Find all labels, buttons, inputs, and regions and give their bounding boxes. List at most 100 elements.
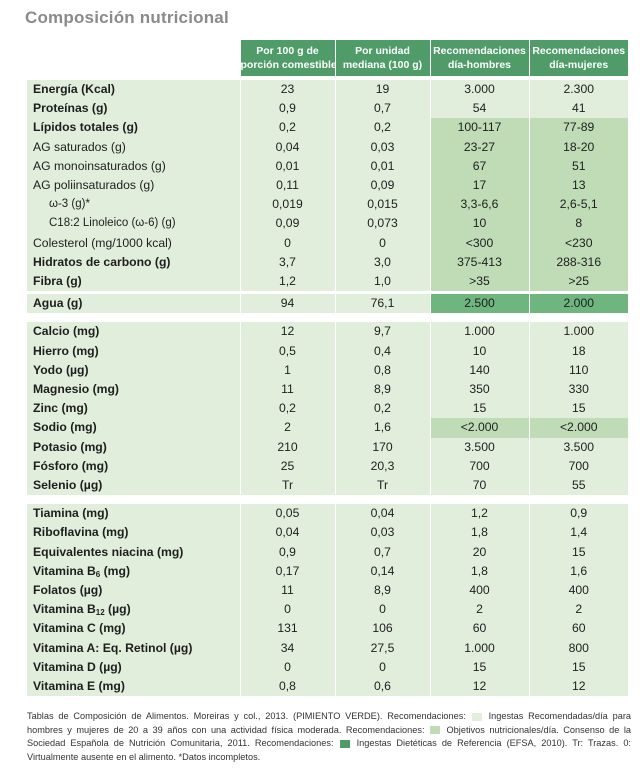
table-row-vitamina-e-mg: Vitamina E (mg) 0,8 0,6 12 12 [27, 677, 628, 697]
value-per-100g: 11 [239, 581, 335, 601]
value-rec-men: 10 [429, 214, 529, 234]
table-row-agua-g: Agua (g) 94 76,1 2.500 2.000 [27, 291, 628, 318]
nutrient-name: Vitamina D (µg) [27, 657, 240, 678]
value-rec-men: 12 [429, 677, 529, 697]
value-rec-men: 1.000 [429, 313, 529, 342]
nutrient-name: Fibra (g) [27, 272, 240, 293]
value-rec-women: 41 [528, 99, 628, 119]
table-row-vitamina-c-mg: Vitamina C (mg) 131 106 60 60 [27, 619, 628, 639]
value-per-unit: 8,9 [334, 581, 430, 601]
value-per-unit: 8,9 [334, 380, 430, 400]
value-rec-women: 1.000 [528, 313, 628, 342]
table-row-c18-2-linoleico-6-g: C18:2 Linoleico (ω-6) (g) 0,09 0,073 10 8 [27, 214, 628, 234]
value-rec-men: 3.500 [429, 437, 529, 457]
value-per-unit: 106 [334, 619, 430, 639]
value-rec-women: 0,9 [528, 495, 628, 524]
value-rec-men: 70 [429, 476, 529, 500]
value-rec-men: 15 [429, 657, 529, 678]
table-row-tiamina-mg: Tiamina (mg) 0,05 0,04 1,2 0,9 [27, 495, 628, 524]
value-rec-men: <300 [429, 233, 529, 253]
value-per-100g: 0,9 [239, 542, 335, 562]
nutrient-name: Potasio (mg) [27, 437, 240, 457]
value-rec-women: 60 [528, 619, 628, 639]
value-rec-men: 2 [429, 600, 529, 620]
value-per-100g: 0,04 [239, 137, 335, 157]
value-per-100g: 1,2 [239, 272, 335, 293]
value-rec-men: 23-27 [429, 137, 529, 157]
nutrient-name: Calcio (mg) [27, 313, 240, 342]
value-rec-men: 1,2 [429, 495, 529, 524]
value-rec-women: 3.500 [528, 437, 628, 457]
value-rec-men: 140 [429, 360, 529, 381]
value-per-unit: 0,7 [334, 99, 430, 119]
value-rec-men: 350 [429, 380, 529, 400]
table-row-vitamina-d-g: Vitamina D (µg) 0 0 15 15 [27, 657, 628, 678]
value-rec-women: 12 [528, 677, 628, 697]
header-blank [27, 40, 240, 78]
value-per-100g: 0,11 [239, 176, 335, 196]
value-per-unit: 0,03 [334, 137, 430, 157]
value-per-100g: Tr [239, 476, 335, 500]
nutrient-name: Vitamina C (mg) [27, 619, 240, 639]
value-rec-men: 375-413 [429, 252, 529, 273]
value-rec-women: 1,4 [528, 523, 628, 543]
table-row-fibra-g: Fibra (g) 1,2 1,0 >35 >25 [27, 272, 628, 293]
nutrient-name: AG saturados (g) [27, 137, 240, 157]
value-per-unit: 170 [334, 437, 430, 457]
nutrient-name: Tiamina (mg) [27, 495, 240, 524]
legend-swatch-ingestas [471, 712, 482, 721]
value-per-unit: Tr [334, 476, 430, 500]
value-rec-women: 110 [528, 360, 628, 381]
value-per-100g: 0,05 [239, 495, 335, 524]
table-row-vitamina-b6: Vitamina B6 (mg) 0,17 0,14 1,8 1,6 [27, 561, 628, 582]
value-rec-men: 54 [429, 99, 529, 119]
value-rec-women: 800 [528, 638, 628, 658]
nutrient-name: Hidratos de carbono (g) [27, 252, 240, 273]
value-rec-women: 2 [528, 600, 628, 620]
nutrient-name: Sodio (mg) [27, 418, 240, 438]
table-row-magnesio-mg: Magnesio (mg) 11 8,9 350 330 [27, 380, 628, 400]
value-per-100g: 131 [239, 619, 335, 639]
value-rec-women: 15 [528, 399, 628, 419]
nutrient-name: Vitamina E (mg) [27, 677, 240, 697]
nutrient-name: Folatos (µg) [27, 581, 240, 601]
nutrient-name: AG monoinsaturados (g) [27, 156, 240, 177]
nutrient-name: Vitamina B12 (µg) [27, 600, 240, 620]
table-row-folatos-g: Folatos (µg) 11 8,9 400 400 [27, 581, 628, 601]
value-per-100g: 11 [239, 380, 335, 400]
value-per-100g: 34 [239, 638, 335, 658]
value-per-unit: 0,2 [334, 118, 430, 138]
value-per-unit: 0 [334, 657, 430, 678]
value-rec-men: 15 [429, 399, 529, 419]
value-rec-men: 10 [429, 341, 529, 361]
value-rec-women: 700 [528, 456, 628, 477]
page-title: Composición nutricional [25, 8, 229, 27]
nutrient-name: Zinc (mg) [27, 399, 240, 419]
table-row-fosforo-mg: Fósforo (mg) 25 20,3 700 700 [27, 456, 628, 477]
value-per-100g: 0,019 [239, 195, 335, 215]
value-per-unit: 9,7 [334, 313, 430, 342]
value-rec-men: >35 [429, 272, 529, 293]
value-rec-women: 13 [528, 176, 628, 196]
value-per-unit: 0,04 [334, 495, 430, 524]
value-per-100g: 0,09 [239, 214, 335, 234]
nutrient-name: C18:2 Linoleico (ω-6) (g) [27, 214, 240, 234]
value-per-unit: 0,7 [334, 542, 430, 562]
value-per-unit: 0,4 [334, 341, 430, 361]
table-row-hierro-mg: Hierro (mg) 0,5 0,4 10 18 [27, 341, 628, 361]
value-per-unit: 3,0 [334, 252, 430, 273]
value-per-100g: 0 [239, 233, 335, 253]
value-per-100g: 0,2 [239, 118, 335, 138]
value-per-100g: 25 [239, 456, 335, 477]
value-rec-women: 18 [528, 341, 628, 361]
nutrient-name: Riboflavina (mg) [27, 523, 240, 543]
value-per-100g: 2 [239, 418, 335, 438]
value-per-unit: 0,8 [334, 360, 430, 381]
header-per-100g: Por 100 g de porción comestible [239, 40, 335, 78]
value-per-unit: 0,2 [334, 399, 430, 419]
value-per-unit: 0,073 [334, 214, 430, 234]
value-rec-men: 700 [429, 456, 529, 477]
value-rec-men: 1,8 [429, 523, 529, 543]
value-rec-men: 3.000 [429, 75, 529, 100]
value-rec-women: 330 [528, 380, 628, 400]
